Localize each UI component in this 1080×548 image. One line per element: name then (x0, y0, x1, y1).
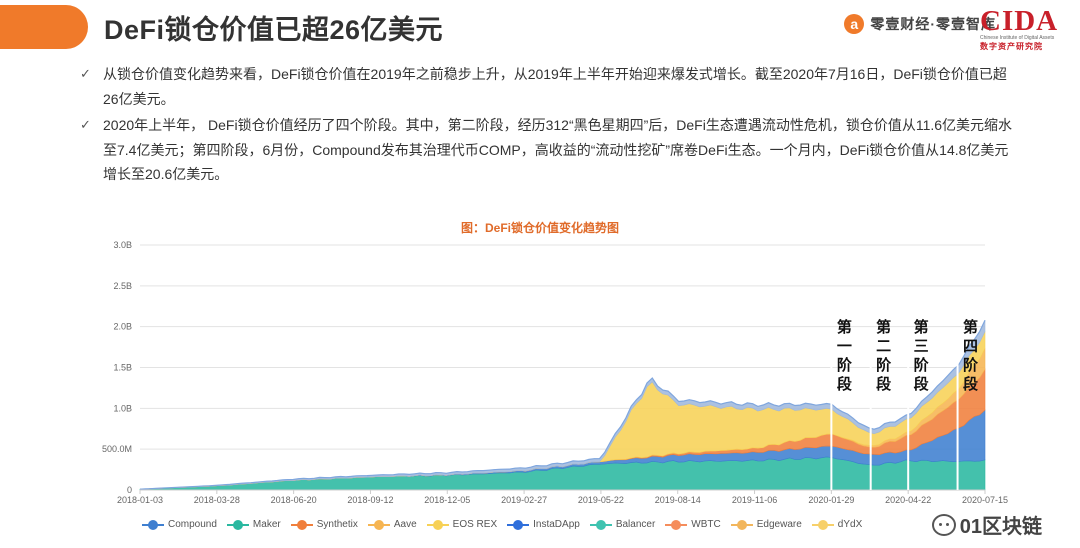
x-tick-label: 2018-01-03 (117, 495, 163, 505)
x-tick-label: 2018-03-28 (194, 495, 240, 505)
legend-label: Compound (168, 519, 217, 530)
y-tick-label: 500.0M (102, 444, 132, 454)
x-tick-label: 2019-02-27 (501, 495, 547, 505)
legend-label: dYdX (837, 519, 863, 530)
bullet-text: 从锁仓价值变化趋势来看，DeFi锁仓价值在2019年之前稳步上升，从2019年上… (103, 66, 1007, 107)
legend-marker-icon (290, 519, 313, 530)
phase-label-char: 四 (963, 337, 978, 355)
y-tick-label: 1.0B (113, 403, 132, 413)
cida-subtitle-en: Chinese Institute of Digital Assets (980, 35, 1055, 41)
x-tick-label: 2019-11-06 (732, 495, 777, 505)
check-icon: ✓ (80, 66, 91, 81)
brand-logo: a 零壹财经·零壹智库 (844, 14, 996, 34)
legend-label: WBTC (691, 519, 721, 530)
phase-label-char: 第 (837, 318, 852, 336)
y-tick-label: 2.5B (113, 281, 132, 291)
phase-label-char: 第 (963, 318, 978, 336)
phase-label-char: 一 (837, 337, 852, 355)
phase-label-char: 三 (914, 337, 929, 355)
chart-title: 图：DeFi锁仓价值变化趋势图 (460, 221, 619, 235)
legend-marker-icon (367, 519, 390, 530)
legend-item[interactable]: Aave (367, 519, 417, 530)
legend-marker-icon (226, 519, 249, 530)
watermark-text: 01区块链 (959, 516, 1042, 538)
x-tick-label: 2020-07-15 (962, 495, 1008, 505)
legend-label: Aave (393, 519, 417, 530)
phase-label-char: 第 (876, 318, 891, 336)
legend-label: Maker (252, 519, 281, 530)
legend-marker-icon (665, 519, 688, 530)
x-tick-label: 2018-06-20 (271, 495, 317, 505)
phase-label-char: 段 (963, 375, 978, 393)
brand-text: 零壹财经·零壹智库 (870, 16, 996, 32)
legend-item[interactable]: dYdX (811, 519, 863, 530)
legend-label: Synthetix (316, 519, 358, 530)
phase-label-char: 阶 (876, 356, 892, 374)
phase-label-char: 阶 (963, 356, 979, 374)
watermark: 01区块链 (931, 510, 1042, 539)
legend-label: Edgeware (756, 519, 802, 530)
cida-logo-text: CIDA (980, 5, 1059, 37)
phase-label-char: 第 (914, 318, 929, 336)
x-tick-label: 2018-09-12 (347, 495, 393, 505)
bullet-text: 2020年上半年， DeFi锁仓价值经历了四个阶段。其中，第二阶段，经历312“… (103, 117, 1013, 182)
title-accent-tab (0, 5, 88, 49)
x-tick-label: 2020-01-29 (808, 495, 854, 505)
legend-item[interactable]: Maker (226, 519, 281, 530)
wechat-icon (931, 513, 956, 536)
y-tick-label: 3.0B (113, 240, 132, 250)
check-icon: ✓ (80, 117, 91, 132)
x-tick-label: 2019-05-22 (578, 495, 624, 505)
phase-label-char: 段 (914, 375, 929, 393)
bullet-list: ✓ 从锁仓价值变化趋势来看，DeFi锁仓价值在2019年之前稳步上升，从2019… (80, 62, 1020, 189)
legend-item[interactable]: Synthetix (290, 519, 358, 530)
page-title: DeFi锁仓价值已超26亿美元 (104, 15, 444, 45)
cida-subtitle-cn: 数字资产研究院 (980, 42, 1043, 51)
legend-label: InstaDApp (533, 519, 580, 530)
legend-marker-icon (142, 519, 164, 530)
legend-item[interactable]: EOS REX (426, 519, 498, 530)
cida-logo: CIDA Chinese Institute of Digital Assets… (980, 6, 1072, 52)
phase-label-char: 阶 (914, 356, 930, 374)
phase-label-char: 段 (876, 375, 891, 393)
legend-marker-icon (507, 519, 530, 530)
legend-item[interactable]: Compound (142, 519, 217, 530)
y-tick-label: 0 (127, 485, 132, 495)
legend-item[interactable]: InstaDApp (507, 519, 580, 530)
brand-logo-icon: a (844, 14, 865, 34)
y-tick-label: 1.5B (113, 363, 132, 373)
chart-legend: Compound Maker Synthetix Aave EOS REX InstaDA… (142, 519, 862, 530)
total-outline (139, 320, 986, 490)
bullet-item: ✓ 从锁仓价值变化趋势来看，DeFi锁仓价值在2019年之前稳步上升，从2019… (80, 62, 1020, 111)
legend-label: EOS REX (452, 519, 498, 530)
x-tick-label: 2020-04-22 (885, 495, 931, 505)
y-tick-label: 2.0B (113, 322, 132, 332)
bullet-item: ✓ 2020年上半年， DeFi锁仓价值经历了四个阶段。其中，第二阶段，经历31… (80, 113, 1020, 187)
legend-marker-icon (811, 519, 834, 530)
x-tick-label: 2019-08-14 (655, 495, 701, 505)
phase-label-char: 段 (837, 375, 852, 393)
legend-item[interactable]: Balancer (589, 519, 656, 530)
phase-label-char: 二 (876, 337, 891, 355)
legend-item[interactable]: Edgeware (730, 519, 802, 530)
legend-marker-icon (730, 519, 753, 530)
legend-marker-icon (426, 519, 449, 530)
phase-label-char: 阶 (837, 356, 853, 374)
legend-marker-icon (589, 519, 612, 530)
legend-item[interactable]: WBTC (665, 519, 721, 530)
legend-label: Balancer (615, 519, 656, 530)
x-tick-label: 2018-12-05 (424, 495, 470, 505)
